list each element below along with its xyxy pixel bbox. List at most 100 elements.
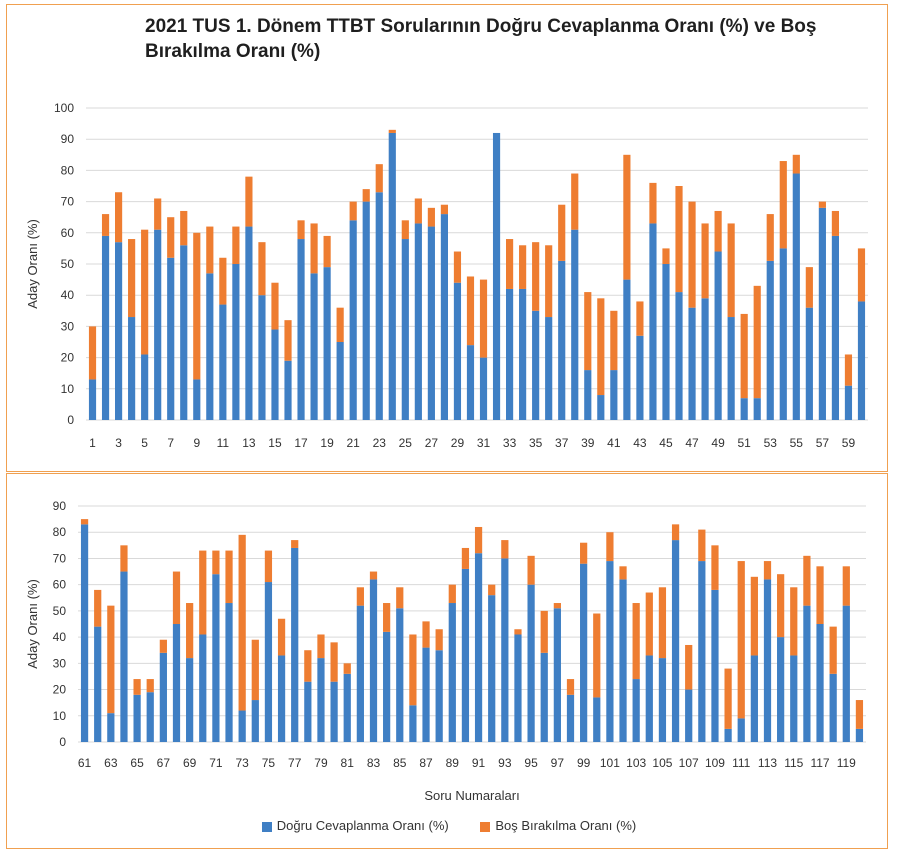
bar-blank bbox=[414, 198, 422, 224]
bar-blank bbox=[777, 574, 785, 638]
bar-blank bbox=[488, 584, 496, 596]
bottom-chart-frame bbox=[6, 473, 888, 849]
x-tick-label: 83 bbox=[367, 756, 381, 770]
bar-blank bbox=[619, 566, 627, 580]
bar-blank bbox=[219, 257, 227, 305]
bar-correct bbox=[711, 589, 719, 742]
x-tick-label: 111 bbox=[732, 756, 751, 770]
bar-correct bbox=[120, 571, 128, 742]
bar-correct bbox=[466, 345, 475, 420]
bar-correct bbox=[553, 608, 561, 742]
bar-blank bbox=[698, 529, 706, 562]
bar-blank bbox=[803, 555, 811, 606]
bar-blank bbox=[291, 540, 299, 548]
bar-blank bbox=[141, 229, 149, 355]
bar-correct bbox=[584, 370, 592, 420]
x-tick-label: 11 bbox=[217, 436, 230, 450]
bar-blank bbox=[172, 571, 181, 624]
bar-correct bbox=[606, 561, 614, 742]
bar-correct bbox=[94, 626, 102, 742]
bar-blank bbox=[317, 634, 325, 659]
x-tick-label: 73 bbox=[235, 756, 249, 770]
bar-correct bbox=[714, 251, 722, 420]
bar-blank bbox=[763, 561, 772, 580]
x-tick-label: 107 bbox=[679, 756, 699, 770]
bar-correct bbox=[805, 307, 813, 420]
bar-blank bbox=[107, 605, 115, 714]
x-tick-label: 5 bbox=[141, 436, 148, 450]
bar-blank bbox=[753, 285, 761, 399]
bar-correct bbox=[414, 223, 422, 420]
bar-correct bbox=[527, 584, 535, 742]
bar-blank bbox=[553, 603, 561, 609]
bar-correct bbox=[842, 605, 850, 742]
legend-item-correct: Doğru Cevaplanma Oranı (%) bbox=[261, 818, 449, 833]
bar-correct bbox=[133, 694, 141, 742]
bar-correct bbox=[193, 379, 201, 420]
bar-correct bbox=[186, 658, 194, 742]
x-tick-label: 51 bbox=[738, 436, 752, 450]
bar-correct bbox=[310, 273, 318, 420]
bar-blank bbox=[310, 223, 318, 274]
bar-blank bbox=[128, 239, 136, 318]
bar-blank bbox=[532, 242, 540, 311]
bar-blank bbox=[558, 204, 566, 261]
bar-blank bbox=[375, 164, 383, 193]
bar-blank bbox=[501, 540, 509, 559]
x-tick-label: 27 bbox=[425, 436, 439, 450]
bar-blank bbox=[120, 545, 128, 572]
bar-correct bbox=[558, 260, 566, 420]
bar-blank bbox=[422, 621, 430, 648]
bar-correct bbox=[844, 385, 853, 420]
bar-correct bbox=[831, 235, 840, 420]
bar-correct bbox=[580, 563, 588, 742]
y-tick-label: 40 bbox=[53, 630, 67, 644]
bar-blank bbox=[844, 354, 853, 386]
y-tick-label: 20 bbox=[53, 683, 67, 697]
bar-correct bbox=[212, 574, 220, 742]
bar-blank bbox=[540, 610, 548, 653]
bar-blank bbox=[186, 603, 194, 659]
bar-blank bbox=[855, 700, 864, 729]
bar-correct bbox=[479, 357, 488, 420]
bar-correct bbox=[671, 540, 680, 742]
bar-correct bbox=[172, 624, 181, 742]
y-tick-label: 30 bbox=[61, 319, 75, 333]
y-tick-label: 60 bbox=[53, 578, 67, 592]
bar-correct bbox=[727, 317, 735, 420]
bar-blank bbox=[805, 267, 813, 308]
bar-correct bbox=[388, 132, 396, 420]
bar-blank bbox=[330, 642, 338, 682]
bar-blank bbox=[580, 542, 588, 564]
bar-correct bbox=[488, 595, 496, 742]
bar-blank bbox=[779, 161, 787, 249]
bar-blank bbox=[466, 276, 475, 346]
bar-correct bbox=[427, 226, 435, 420]
legend-label-blank: Boş Bırakılma Oranı (%) bbox=[495, 818, 637, 833]
bar-blank bbox=[623, 154, 631, 280]
bar-correct bbox=[264, 582, 273, 742]
x-tick-label: 17 bbox=[294, 436, 308, 450]
bar-correct bbox=[645, 655, 653, 742]
bar-blank bbox=[842, 566, 850, 606]
x-tick-label: 59 bbox=[842, 436, 856, 450]
x-tick-label: 19 bbox=[320, 436, 334, 450]
bar-blank bbox=[448, 584, 456, 604]
bar-correct bbox=[724, 728, 732, 742]
y-tick-label: 70 bbox=[53, 551, 67, 565]
bar-correct bbox=[349, 220, 357, 420]
bar-blank bbox=[114, 192, 123, 243]
bar-correct bbox=[649, 223, 657, 420]
bar-blank bbox=[711, 545, 719, 590]
bar-blank bbox=[701, 223, 709, 299]
bar-blank bbox=[662, 248, 670, 264]
bar-blank bbox=[440, 204, 449, 215]
x-tick-label: 71 bbox=[209, 756, 223, 770]
bar-blank bbox=[362, 189, 370, 202]
bar-blank bbox=[688, 201, 696, 308]
bar-correct bbox=[238, 710, 246, 742]
top-chart-frame bbox=[6, 4, 888, 472]
bar-blank bbox=[206, 226, 214, 274]
